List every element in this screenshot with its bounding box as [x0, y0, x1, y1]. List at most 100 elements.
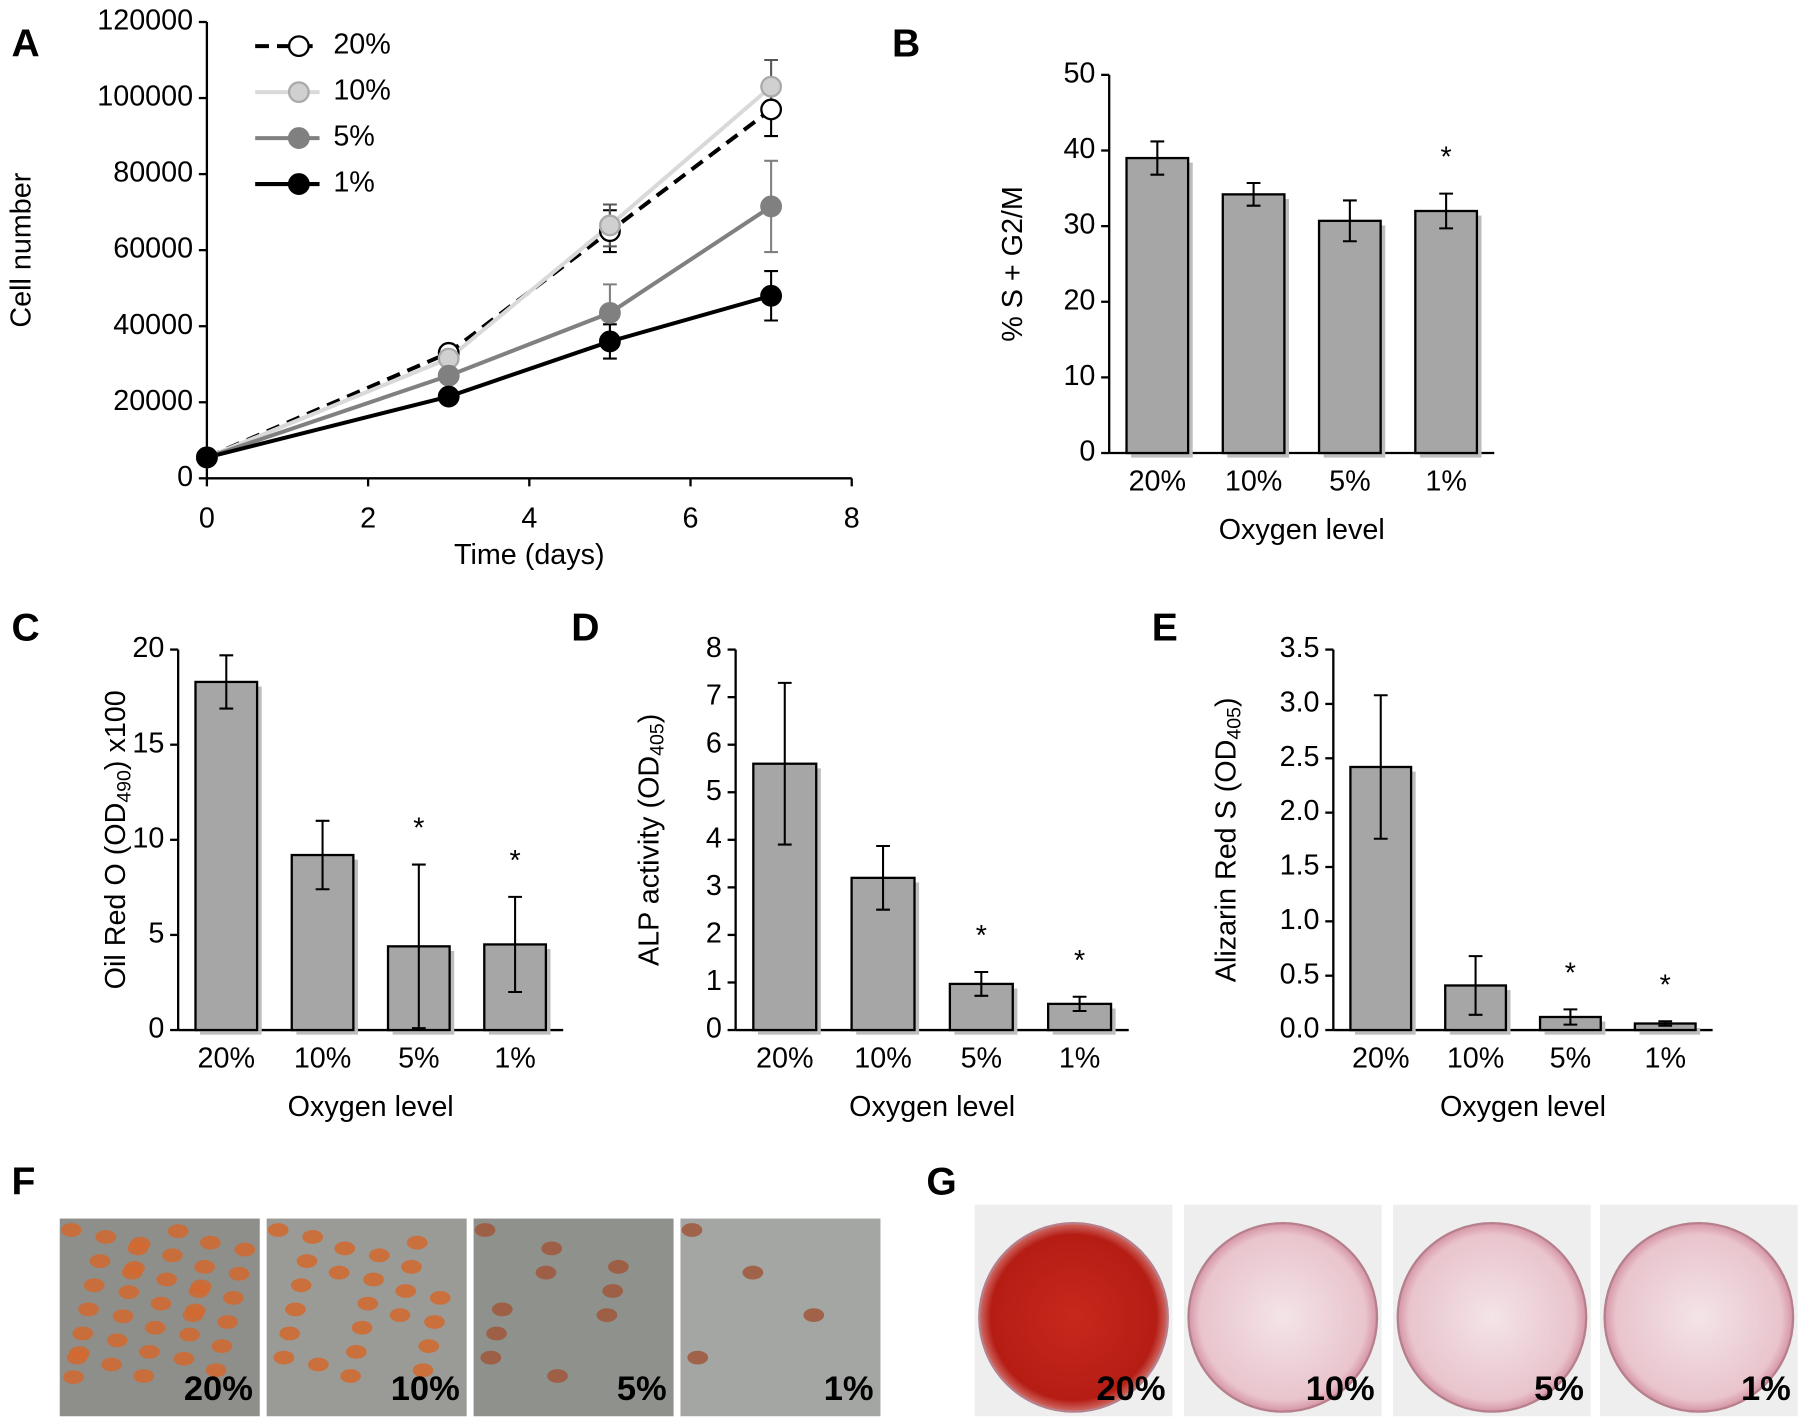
well [978, 1221, 1169, 1413]
y-tick-label: 0.5 [1280, 958, 1320, 990]
error-bar [1150, 140, 1165, 176]
lipid-droplet [222, 1290, 244, 1305]
lipid-droplet [363, 1272, 384, 1287]
micrograph [473, 1218, 674, 1417]
y-tick-label: 0 [1079, 436, 1095, 468]
lipid-droplet [340, 1369, 361, 1383]
legend-label: 5% [333, 121, 375, 153]
x-axis-title: Time (days) [454, 539, 605, 571]
y-tick-label: 40 [1063, 133, 1095, 165]
error-bar [1563, 1008, 1578, 1026]
lipid-droplet [285, 1302, 306, 1317]
y-tick-label: 15 [132, 727, 164, 759]
x-tick-label: 1% [494, 1043, 536, 1075]
lipid-droplet [351, 1320, 373, 1335]
lipid-droplet [412, 1363, 434, 1378]
bar-shadow [1639, 1028, 1701, 1035]
lipid-droplet [296, 1254, 318, 1268]
y-tick-label: 3 [706, 870, 722, 902]
x-tick-label: 10% [294, 1043, 351, 1075]
lipid-droplet [401, 1259, 422, 1274]
lipid-droplet [406, 1235, 428, 1250]
lipid-droplet [687, 1350, 709, 1365]
well [1396, 1221, 1588, 1413]
error-bar [1342, 199, 1357, 243]
x-axis-title: Oxygen level [1440, 1091, 1606, 1123]
lipid-droplet [144, 1320, 166, 1335]
panel-label: E [1152, 606, 1178, 649]
legend-marker [287, 173, 310, 195]
error-bar [974, 970, 989, 997]
lipid-droplet [308, 1357, 329, 1372]
y-axis-title-after: ) [1210, 697, 1242, 707]
lipid-droplet [429, 1290, 451, 1305]
y-axis-title: Alizarin Red S (OD405) [1210, 697, 1246, 982]
y-tick-label: 120000 [97, 5, 193, 37]
marker [760, 284, 783, 307]
lipid-droplet [95, 1230, 117, 1244]
y-tick-label: 6 [706, 727, 722, 759]
x-tick-label: 1% [1425, 466, 1467, 498]
y-axis-title: Cell number [6, 172, 38, 327]
lipid-droplet [139, 1344, 160, 1359]
lipid-droplet [345, 1344, 367, 1359]
x-tick-label: 2 [360, 502, 376, 534]
lipid-droplet [273, 1350, 295, 1365]
x-tick-label: 5% [1329, 466, 1371, 498]
lipid-droplet [101, 1357, 122, 1372]
lipid-droplet [234, 1242, 256, 1257]
lipid-droplet [328, 1265, 350, 1280]
series-line [206, 293, 772, 460]
lipid-droplet [118, 1285, 140, 1300]
y-axis-title: % S + G2/M [996, 186, 1028, 342]
lipid-droplet [474, 1223, 496, 1237]
marker [437, 364, 460, 387]
lipid-droplet [334, 1241, 356, 1256]
significance-mark: * [413, 813, 424, 845]
marker [195, 446, 218, 469]
lipid-droplet [72, 1326, 94, 1341]
y-tick-label: 8 [706, 632, 722, 664]
lipid-droplet [486, 1326, 507, 1341]
y-tick-label: 0 [148, 1013, 164, 1045]
lipid-droplet [162, 1248, 183, 1263]
y-tick-label: 7 [706, 680, 722, 712]
lipid-droplet [179, 1327, 200, 1342]
lipid-droplet [395, 1284, 417, 1298]
x-tick-label: 4 [521, 502, 537, 534]
y-tick-label: 20 [132, 632, 164, 664]
y-tick-label: 0 [177, 461, 193, 493]
error-bar [508, 895, 522, 994]
lipid-droplet [357, 1296, 379, 1311]
x-axis-title: Oxygen level [849, 1091, 1015, 1123]
lipid-droplet [68, 1346, 90, 1360]
x-tick-label: 20% [756, 1043, 813, 1075]
x-tick-label: 10% [1447, 1043, 1504, 1075]
y-tick-label: 0 [706, 1013, 722, 1045]
legend-marker [287, 81, 310, 104]
lipid-droplet [106, 1333, 128, 1348]
lipid-droplet [480, 1350, 502, 1365]
y-tick-label: 30 [1063, 209, 1095, 241]
error-bar [1072, 995, 1087, 1013]
image-label: 5% [617, 1370, 667, 1408]
y-tick-label: 5 [148, 918, 164, 950]
x-axis-title: Oxygen level [1219, 514, 1385, 546]
y-tick-label: 1 [706, 965, 722, 997]
lipid-droplet [63, 1370, 84, 1385]
bar [1414, 209, 1479, 455]
x-tick-label: 20% [198, 1043, 255, 1075]
x-tick-label: 1% [1059, 1043, 1101, 1075]
lipid-droplet [200, 1235, 221, 1250]
x-tick-label: 10% [1225, 466, 1282, 498]
lipid-droplet [302, 1230, 323, 1244]
marker [437, 385, 460, 408]
image-label: 10% [391, 1370, 460, 1408]
lipid-droplet [124, 1261, 145, 1275]
image-label: 1% [1741, 1370, 1791, 1408]
lipid-droplet [156, 1272, 178, 1287]
lipid-droplet [150, 1296, 172, 1311]
y-tick-label: 2 [706, 918, 722, 950]
error-bar [411, 863, 426, 1030]
image-label: 5% [1534, 1370, 1584, 1408]
